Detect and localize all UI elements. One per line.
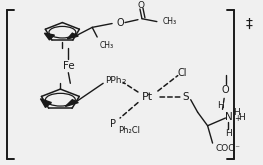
- Text: H: H: [217, 101, 224, 110]
- Text: H: H: [238, 113, 245, 122]
- Text: O: O: [116, 17, 124, 28]
- Text: COO⁻: COO⁻: [216, 144, 241, 153]
- Text: 2: 2: [122, 79, 126, 85]
- Text: O: O: [138, 1, 144, 10]
- Polygon shape: [65, 100, 78, 106]
- Polygon shape: [44, 33, 54, 40]
- Polygon shape: [41, 99, 52, 107]
- Text: S: S: [183, 92, 189, 102]
- Text: H: H: [233, 108, 240, 117]
- Polygon shape: [67, 33, 78, 39]
- Text: PPh: PPh: [105, 76, 122, 85]
- Text: N: N: [225, 112, 232, 122]
- Text: Ph₂Cl: Ph₂Cl: [118, 126, 140, 135]
- Text: CH₃: CH₃: [99, 41, 113, 50]
- Text: H: H: [225, 129, 232, 138]
- Text: +: +: [234, 115, 241, 123]
- Text: Cl: Cl: [178, 68, 188, 78]
- Text: CH₃: CH₃: [163, 17, 177, 26]
- Text: P: P: [110, 119, 116, 129]
- Text: ‡: ‡: [246, 17, 253, 31]
- Text: O: O: [222, 85, 229, 95]
- Text: Pt: Pt: [142, 92, 154, 102]
- Text: Fe: Fe: [63, 61, 74, 71]
